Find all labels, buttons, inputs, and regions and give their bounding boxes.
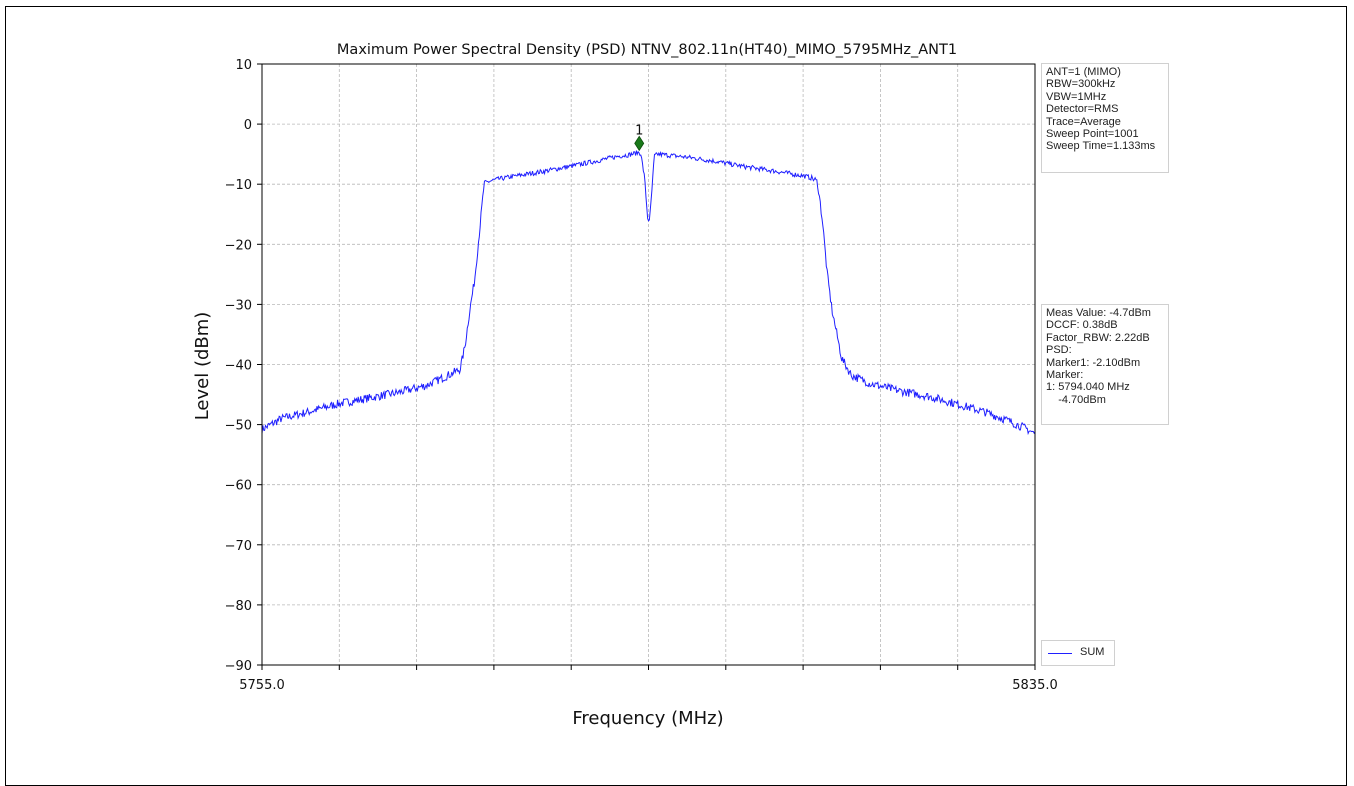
marker-1-diamond <box>634 135 645 152</box>
y-tick-label: −40 <box>225 359 252 374</box>
y-tick-label: −50 <box>225 419 252 434</box>
x-tick-label: 5835.0 <box>1012 678 1058 693</box>
info-line: VBW=1MHz <box>1046 90 1107 103</box>
y-axis-ticks: 10 0 −10 −20 −30 −40 −50 −60 −70 −80 −90 <box>225 58 262 674</box>
legend-swatch <box>1048 653 1072 654</box>
info-line: ANT=1 (MIMO) <box>1046 66 1121 78</box>
info-line: 1: 5794.040 MHz <box>1046 381 1130 394</box>
y-tick-label: −60 <box>225 479 252 494</box>
info-line: PSD: <box>1046 344 1072 357</box>
plot-area: 1 <box>261 123 1036 436</box>
y-tick-label: −70 <box>225 539 252 554</box>
info-line: -4.70dBm <box>1046 393 1106 406</box>
x-axis-label: Frequency (MHz) <box>572 708 723 729</box>
y-tick-label: −80 <box>225 599 252 614</box>
y-tick-label: −10 <box>225 178 252 193</box>
info-line: Sweep Time=1.133ms <box>1046 140 1156 153</box>
y-axis-label: Level (dBm) <box>192 312 213 421</box>
chart-title: Maximum Power Spectral Density (PSD) NTN… <box>337 42 957 58</box>
y-tick-label: 0 <box>244 118 252 133</box>
info-line: Marker1: -2.10dBm <box>1046 356 1141 369</box>
legend-label-sum: SUM <box>1080 646 1105 658</box>
legend: SUM <box>1041 640 1115 666</box>
series-line-sum <box>261 150 1036 436</box>
x-axis-ticks: 5755.0 5835.0 <box>239 665 1058 693</box>
marker-1-label: 1 <box>635 123 643 138</box>
info-line: Marker: <box>1046 369 1084 382</box>
x-tick-label: 5755.0 <box>239 678 285 693</box>
info-line: Detector=RMS <box>1046 103 1119 116</box>
measurement-info-box: Meas Value: -4.7dBm DCCF: 0.38dB Factor_RB… <box>1041 304 1169 425</box>
y-tick-label: −20 <box>225 238 252 253</box>
y-tick-label: 10 <box>235 58 252 73</box>
grid-lines <box>261 63 1036 666</box>
y-tick-label: −30 <box>225 298 252 313</box>
info-line: Meas Value: -4.7dBm <box>1046 307 1151 319</box>
plot-border <box>261 63 1036 666</box>
info-line: DCCF: 0.38dB <box>1046 319 1118 332</box>
settings-info-box: ANT=1 (MIMO) RBW=300kHz VBW=1MHz Detector=R… <box>1041 63 1169 173</box>
info-line: Factor_RBW: 2.22dB <box>1046 331 1150 344</box>
info-line: RBW=300kHz <box>1046 78 1116 91</box>
y-tick-label: −90 <box>225 659 252 674</box>
info-line: Trace=Average <box>1046 115 1121 128</box>
info-line: Sweep Point=1001 <box>1046 128 1139 141</box>
